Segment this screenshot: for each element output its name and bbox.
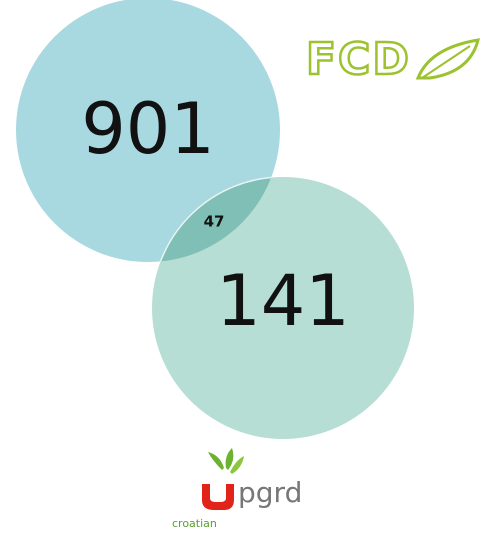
set-value: 901 [81, 88, 215, 170]
logo-caption: croatian [172, 517, 217, 530]
u-mark [202, 484, 234, 510]
logo-leaf-vein [421, 45, 471, 79]
sprout [208, 452, 224, 470]
logo-text: FCD [306, 34, 411, 85]
logo-text: pgrd [238, 476, 302, 509]
intersection-value: 47 [204, 213, 225, 231]
logo-leaf [415, 38, 481, 80]
set-circle [152, 177, 414, 439]
sprout [225, 448, 234, 470]
set-value: 141 [216, 260, 350, 342]
fcd-logo: FCD [305, 33, 481, 86]
pgrd-logo: pgrd croatian [172, 448, 302, 530]
sprout [230, 456, 244, 474]
